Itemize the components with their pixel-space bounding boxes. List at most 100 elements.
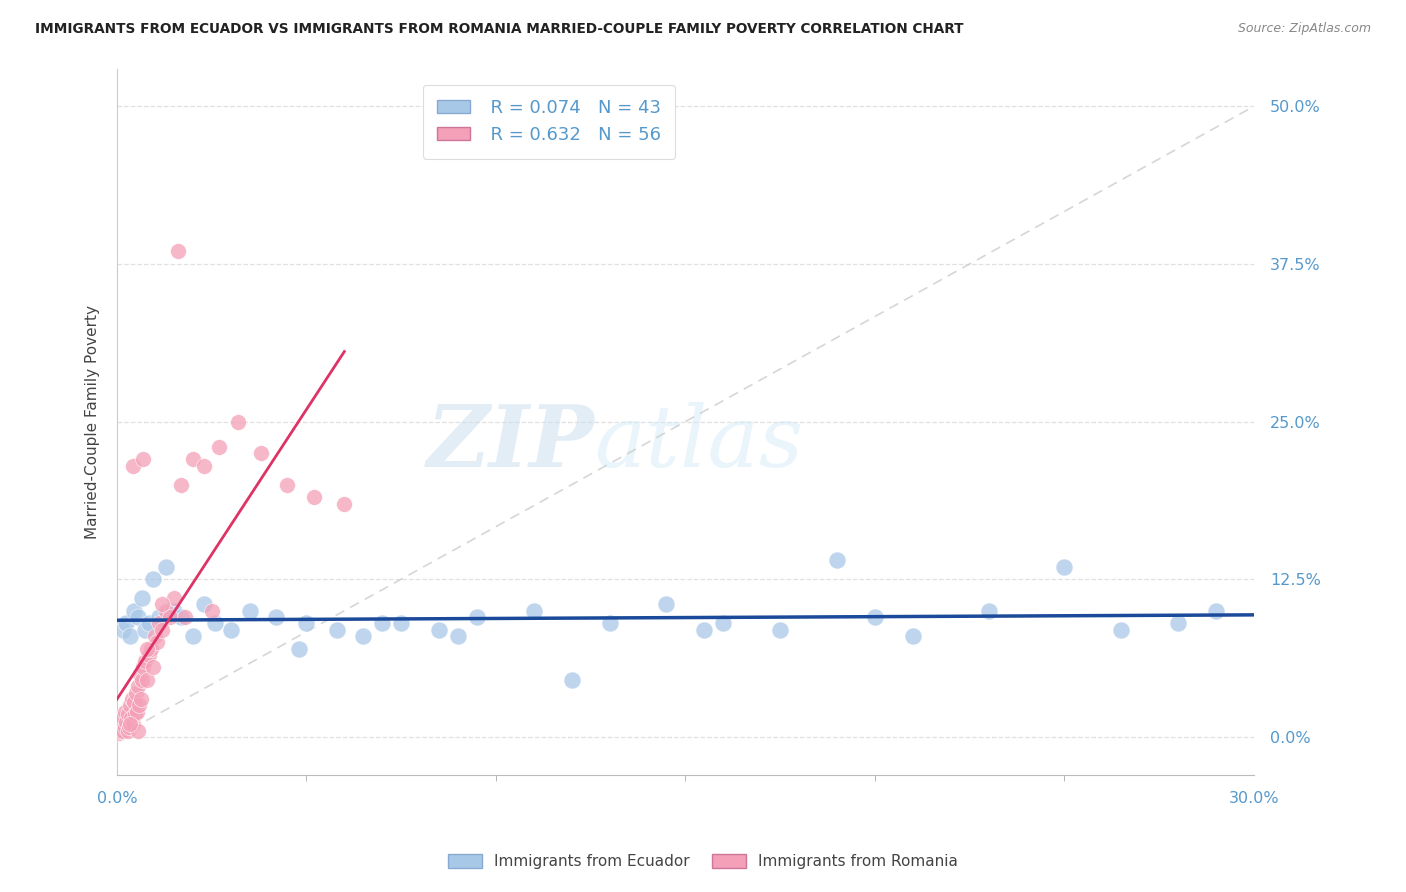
Point — [110, 717, 132, 731]
Point — [128, 666, 150, 681]
Point — [138, 648, 160, 662]
Point — [148, 616, 170, 631]
Legend:   R = 0.074   N = 43,   R = 0.632   N = 56: R = 0.074 N = 43, R = 0.632 N = 56 — [423, 85, 675, 159]
Point — [136, 673, 159, 687]
Point — [117, 707, 139, 722]
Point — [465, 610, 488, 624]
Point — [136, 641, 159, 656]
Point — [152, 623, 174, 637]
Point — [863, 610, 886, 624]
Point — [170, 477, 193, 491]
Point — [655, 598, 678, 612]
Text: ZIP: ZIP — [426, 401, 595, 484]
Point — [148, 610, 170, 624]
Point — [142, 572, 165, 586]
Point — [193, 458, 215, 473]
Point — [125, 705, 148, 719]
Point — [561, 673, 583, 687]
Point — [264, 610, 287, 624]
Point — [599, 616, 621, 631]
Point — [121, 692, 143, 706]
Point — [208, 440, 231, 454]
Point — [111, 723, 134, 738]
Y-axis label: Married-Couple Family Poverty: Married-Couple Family Poverty — [86, 304, 100, 539]
Point — [122, 717, 145, 731]
Point — [139, 641, 162, 656]
Point — [239, 604, 262, 618]
Point — [120, 629, 142, 643]
Point — [163, 604, 186, 618]
Point — [114, 720, 136, 734]
Point — [1053, 559, 1076, 574]
Point — [143, 629, 166, 643]
Point — [219, 623, 242, 637]
Point — [145, 635, 167, 649]
Point — [769, 623, 792, 637]
Point — [276, 477, 298, 491]
Point — [132, 452, 155, 467]
Point — [111, 623, 134, 637]
Point — [1109, 623, 1132, 637]
Point — [117, 723, 139, 738]
Point — [134, 623, 156, 637]
Point — [427, 623, 450, 637]
Text: IMMIGRANTS FROM ECUADOR VS IMMIGRANTS FROM ROMANIA MARRIED-COUPLE FAMILY POVERTY: IMMIGRANTS FROM ECUADOR VS IMMIGRANTS FR… — [35, 22, 963, 37]
Point — [110, 720, 132, 734]
Point — [170, 610, 193, 624]
Point — [901, 629, 924, 643]
Point — [1205, 604, 1227, 618]
Point — [120, 717, 142, 731]
Point — [174, 610, 197, 624]
Point — [114, 705, 136, 719]
Point — [128, 698, 150, 713]
Point — [122, 458, 145, 473]
Point — [226, 415, 249, 429]
Point — [155, 604, 177, 618]
Point — [108, 723, 131, 738]
Point — [127, 610, 149, 624]
Point — [181, 452, 204, 467]
Point — [693, 623, 716, 637]
Point — [326, 623, 349, 637]
Point — [825, 553, 848, 567]
Text: Source: ZipAtlas.com: Source: ZipAtlas.com — [1237, 22, 1371, 36]
Point — [711, 616, 734, 631]
Point — [352, 629, 374, 643]
Point — [132, 660, 155, 674]
Point — [142, 660, 165, 674]
Point — [193, 598, 215, 612]
Point — [138, 616, 160, 631]
Point — [288, 641, 311, 656]
Point — [131, 673, 153, 687]
Point — [155, 559, 177, 574]
Point — [127, 723, 149, 738]
Point — [152, 598, 174, 612]
Point — [333, 497, 356, 511]
Point — [122, 694, 145, 708]
Point — [389, 616, 412, 631]
Point — [129, 692, 152, 706]
Point — [166, 244, 188, 259]
Point — [977, 604, 1000, 618]
Point — [523, 604, 546, 618]
Point — [181, 629, 204, 643]
Point — [302, 490, 325, 504]
Point — [159, 610, 181, 624]
Point — [127, 680, 149, 694]
Legend: Immigrants from Ecuador, Immigrants from Romania: Immigrants from Ecuador, Immigrants from… — [441, 848, 965, 875]
Point — [131, 591, 153, 606]
Point — [204, 616, 226, 631]
Point — [163, 591, 186, 606]
Point — [295, 616, 318, 631]
Point — [134, 654, 156, 668]
Point — [112, 711, 135, 725]
Point — [115, 616, 138, 631]
Point — [124, 707, 146, 722]
Point — [115, 714, 138, 729]
Point — [1167, 616, 1189, 631]
Point — [371, 616, 394, 631]
Point — [250, 446, 273, 460]
Point — [122, 604, 145, 618]
Point — [447, 629, 470, 643]
Text: atlas: atlas — [595, 401, 804, 484]
